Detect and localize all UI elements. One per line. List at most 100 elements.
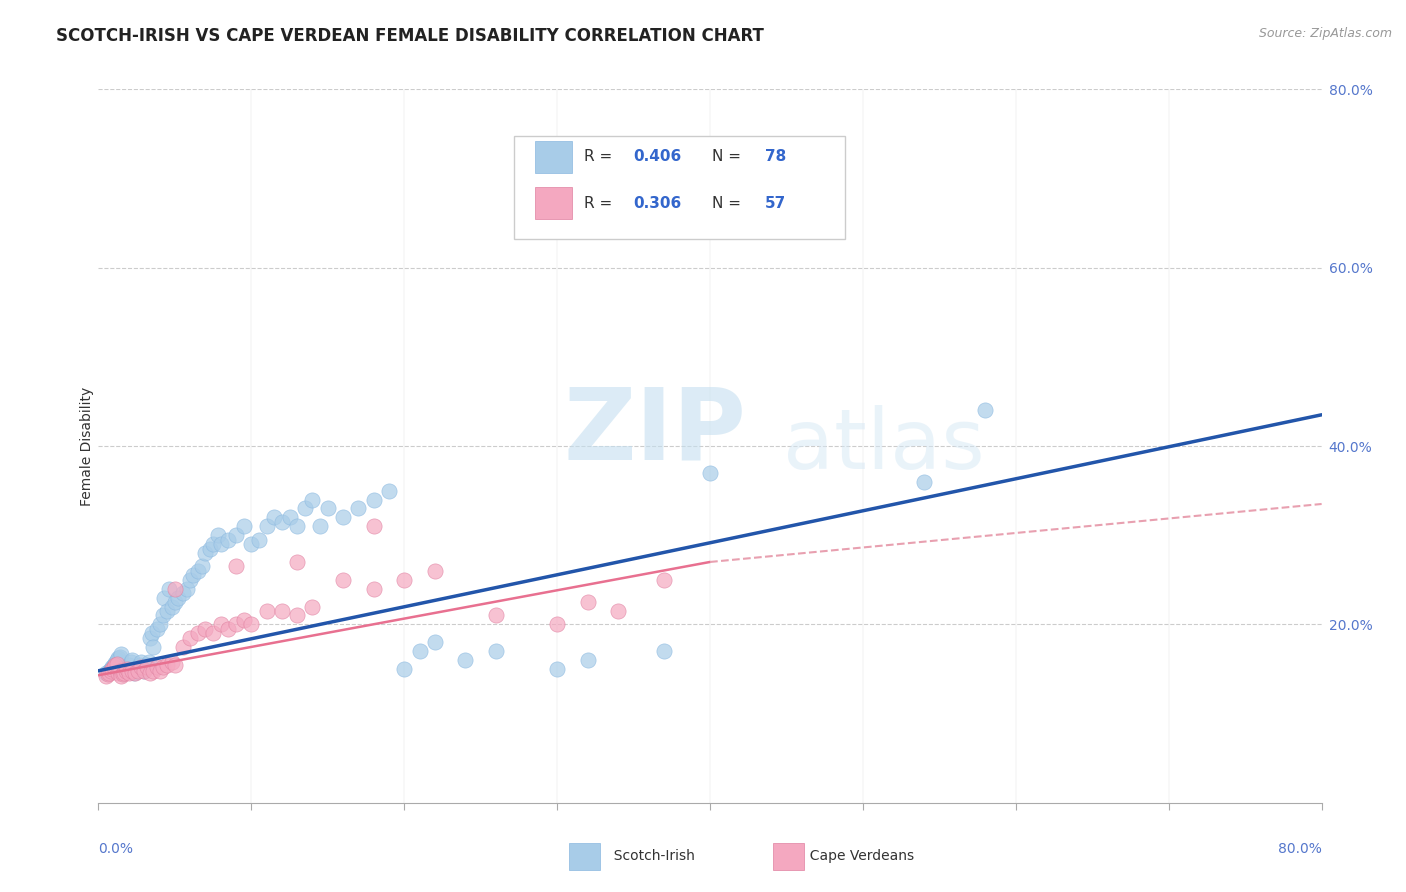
Point: [256, 519, 278, 533]
Point: [128, 657, 150, 672]
Point: [156, 657, 179, 672]
Point: [240, 617, 263, 632]
Point: [187, 626, 209, 640]
Point: [125, 662, 148, 676]
Point: [263, 510, 285, 524]
Point: [149, 664, 172, 678]
Point: [152, 660, 174, 674]
Point: [152, 608, 174, 623]
Point: [101, 660, 124, 674]
Point: [97, 667, 120, 681]
Point: [285, 555, 308, 569]
Point: [576, 595, 599, 609]
Point: [103, 660, 125, 674]
Point: [546, 617, 568, 632]
Point: [546, 662, 568, 676]
Point: [652, 644, 675, 658]
Point: [225, 528, 247, 542]
Point: [607, 604, 630, 618]
Point: [100, 662, 122, 676]
Point: [121, 664, 143, 678]
Point: [139, 666, 162, 681]
Point: [209, 617, 232, 632]
Point: [198, 541, 221, 556]
Point: [576, 653, 599, 667]
Point: [145, 660, 167, 674]
Y-axis label: Female Disability: Female Disability: [80, 386, 94, 506]
Point: [408, 644, 430, 658]
Point: [112, 665, 135, 680]
Point: [111, 667, 134, 681]
Point: [247, 533, 270, 547]
Point: [207, 528, 229, 542]
Point: [142, 640, 165, 654]
Point: [149, 617, 172, 632]
Point: [191, 559, 214, 574]
Point: [115, 662, 138, 676]
Point: [111, 666, 134, 681]
Point: [232, 613, 254, 627]
Text: R =: R =: [583, 150, 617, 164]
Point: [163, 582, 186, 596]
Point: [392, 573, 416, 587]
Point: [256, 604, 278, 618]
Point: [160, 599, 183, 614]
Point: [423, 635, 446, 649]
Point: [129, 660, 152, 674]
Point: [209, 537, 232, 551]
Point: [136, 657, 159, 672]
Point: [100, 664, 122, 678]
Point: [363, 519, 385, 533]
Text: 80.0%: 80.0%: [1278, 842, 1322, 856]
Point: [202, 537, 225, 551]
Point: [104, 658, 127, 673]
Point: [117, 662, 139, 676]
Text: Cape Verdeans: Cape Verdeans: [801, 849, 914, 863]
Point: [285, 519, 308, 533]
Text: 57: 57: [765, 196, 786, 211]
Point: [94, 669, 117, 683]
Point: [94, 666, 117, 681]
Point: [423, 564, 446, 578]
Point: [240, 537, 263, 551]
Point: [278, 510, 301, 524]
Point: [107, 651, 129, 665]
Point: [163, 595, 186, 609]
Point: [187, 564, 209, 578]
Point: [225, 617, 247, 632]
Text: N =: N =: [713, 196, 747, 211]
Point: [121, 653, 143, 667]
Point: [167, 591, 190, 605]
Point: [176, 582, 198, 596]
Point: [332, 510, 354, 524]
Point: [378, 483, 401, 498]
Point: [112, 664, 135, 678]
Point: [124, 664, 146, 678]
Point: [485, 644, 508, 658]
Point: [285, 608, 308, 623]
Point: [108, 649, 131, 664]
Point: [110, 647, 132, 661]
Point: [117, 660, 139, 674]
Point: [127, 664, 149, 678]
Point: [163, 657, 186, 672]
Point: [332, 573, 354, 587]
Point: [974, 403, 997, 417]
Point: [309, 519, 332, 533]
Point: [129, 655, 152, 669]
Point: [294, 501, 316, 516]
Text: R =: R =: [583, 196, 617, 211]
Point: [107, 666, 129, 681]
Text: Source: ZipAtlas.com: Source: ZipAtlas.com: [1258, 27, 1392, 40]
Point: [270, 604, 292, 618]
Point: [122, 666, 145, 681]
Text: Scotch-Irish: Scotch-Irish: [605, 849, 695, 863]
Point: [179, 573, 201, 587]
Point: [136, 660, 159, 674]
Point: [118, 666, 141, 681]
Point: [145, 622, 167, 636]
Point: [363, 492, 385, 507]
Point: [347, 501, 370, 516]
Point: [98, 664, 121, 678]
Text: 0.0%: 0.0%: [98, 842, 134, 856]
